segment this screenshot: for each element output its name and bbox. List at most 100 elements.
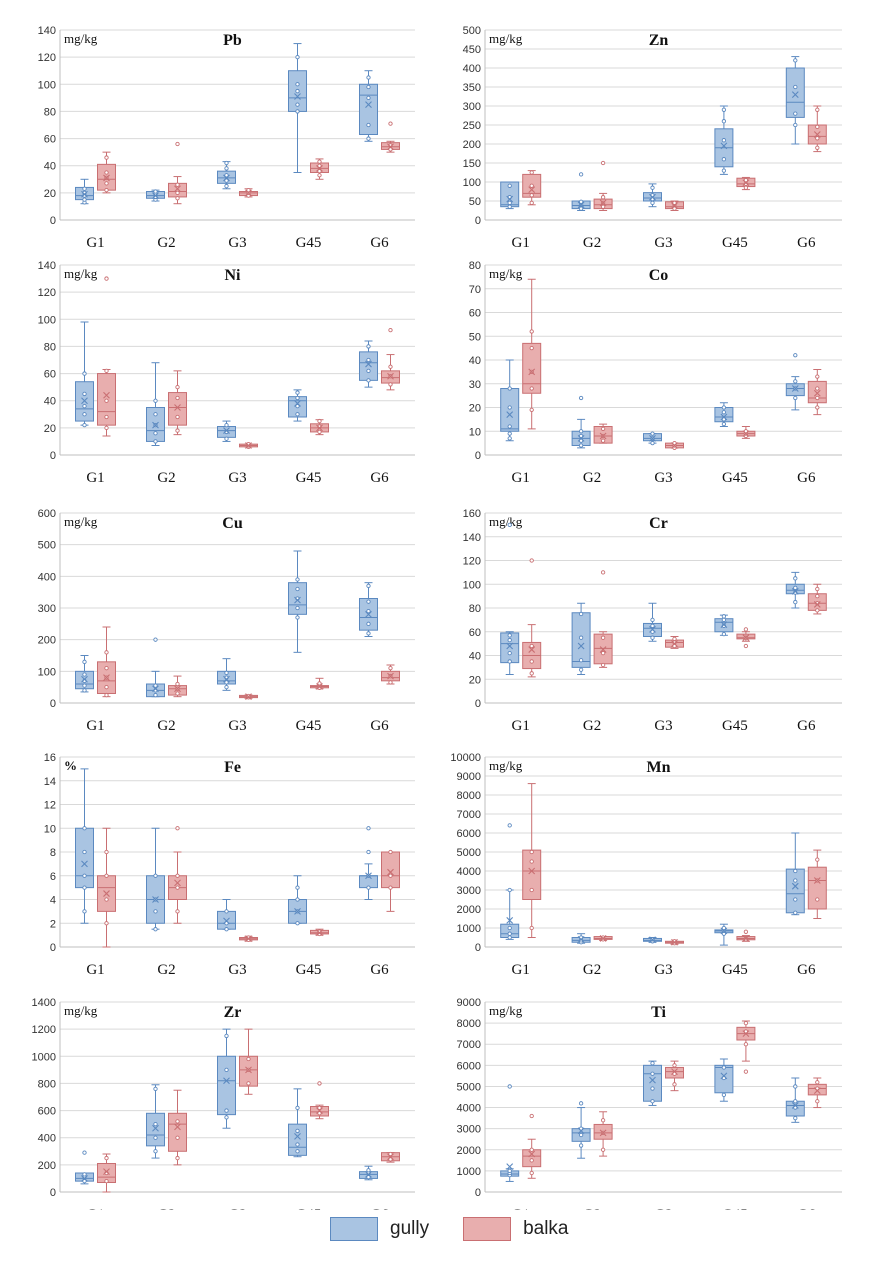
gully-box bbox=[714, 105, 734, 175]
data-point bbox=[366, 885, 371, 890]
data-point bbox=[507, 650, 512, 656]
y-tick-label: 0 bbox=[475, 215, 481, 227]
y-tick-label: 500 bbox=[463, 25, 481, 37]
data-point bbox=[82, 826, 87, 831]
mean-marker bbox=[365, 360, 372, 368]
data-point bbox=[104, 425, 109, 431]
data-point bbox=[529, 329, 534, 334]
mean-marker bbox=[577, 1127, 585, 1135]
data-point bbox=[743, 1042, 749, 1047]
data-point bbox=[672, 636, 677, 642]
data-point bbox=[815, 405, 820, 410]
data-point bbox=[104, 921, 109, 926]
data-point bbox=[317, 1111, 322, 1116]
y-tick-label: 80 bbox=[44, 106, 56, 118]
mean-stroke bbox=[245, 935, 252, 943]
balka-box bbox=[97, 827, 116, 948]
x-tick-label: G45 bbox=[296, 1207, 322, 1210]
data-point bbox=[721, 617, 727, 623]
mean-stroke bbox=[174, 1123, 181, 1131]
data-point bbox=[507, 405, 512, 410]
data-point bbox=[743, 177, 749, 183]
data-point bbox=[295, 102, 300, 107]
x-tick-label: G3 bbox=[654, 962, 672, 978]
data-point bbox=[175, 681, 180, 687]
mean-marker bbox=[506, 917, 514, 924]
gully-box bbox=[500, 181, 520, 210]
balka-box bbox=[97, 626, 116, 698]
data-point bbox=[175, 190, 180, 196]
chart-title: Ti bbox=[651, 1004, 666, 1021]
mean-marker bbox=[81, 675, 88, 683]
data-point bbox=[743, 185, 749, 190]
iqr-box bbox=[359, 351, 378, 381]
mean-marker bbox=[245, 935, 252, 943]
data-point bbox=[82, 197, 87, 202]
y-tick-label: 14 bbox=[44, 776, 56, 788]
mean-marker bbox=[387, 868, 394, 876]
data-point bbox=[529, 183, 534, 188]
y-tick-label: 0 bbox=[475, 942, 481, 954]
data-point bbox=[246, 1081, 251, 1086]
data-point bbox=[224, 927, 229, 932]
mean-marker bbox=[791, 91, 799, 98]
balka-box bbox=[381, 121, 400, 153]
balka-box bbox=[665, 440, 684, 451]
balka-box bbox=[168, 141, 187, 205]
mean-stroke bbox=[103, 391, 110, 399]
y-tick-label: 200 bbox=[463, 139, 481, 151]
data-point bbox=[153, 692, 158, 698]
data-point bbox=[295, 577, 300, 582]
data-point bbox=[743, 1069, 749, 1074]
mean-stroke bbox=[671, 640, 678, 648]
y-tick-label: 500 bbox=[38, 540, 56, 552]
mean-stroke bbox=[223, 675, 230, 683]
mean-stroke bbox=[316, 929, 323, 937]
balka-box bbox=[239, 935, 258, 943]
balka-box bbox=[310, 158, 329, 180]
data-point bbox=[104, 414, 109, 420]
data-point bbox=[815, 1099, 820, 1104]
x-tick-label: G6 bbox=[370, 235, 389, 251]
mean-stroke bbox=[671, 938, 678, 946]
data-point bbox=[721, 421, 727, 427]
iqr-box bbox=[807, 380, 827, 404]
y-tick-label: 400 bbox=[38, 1133, 56, 1145]
gully-box bbox=[75, 655, 94, 693]
balka-box bbox=[522, 783, 542, 938]
iqr-box bbox=[807, 866, 827, 910]
mean-stroke bbox=[245, 693, 252, 701]
gully-box bbox=[217, 420, 236, 442]
gully-box bbox=[359, 340, 378, 388]
mean-marker bbox=[506, 1163, 514, 1171]
gully-box bbox=[146, 827, 165, 932]
y-tick-label: 20 bbox=[44, 188, 56, 200]
balka-box bbox=[239, 441, 258, 450]
data-point bbox=[175, 873, 180, 878]
mean-stroke bbox=[174, 879, 181, 887]
data-point bbox=[295, 1142, 300, 1147]
gully-box bbox=[714, 402, 734, 427]
data-point bbox=[366, 826, 371, 831]
chart-cu: 0 100 200 300 400 500 600 mg/kg Cu G1 G2 G3 G45 G6 bbox=[38, 508, 415, 734]
data-point bbox=[317, 1105, 322, 1111]
data-point bbox=[815, 608, 820, 613]
mean-stroke bbox=[577, 201, 585, 209]
x-tick-label: G1 bbox=[86, 1207, 104, 1210]
data-point bbox=[82, 1150, 87, 1155]
y-tick-label: 0 bbox=[50, 942, 56, 954]
y-tick-label: 10000 bbox=[450, 752, 481, 764]
data-point bbox=[295, 885, 300, 890]
mean-marker bbox=[742, 1030, 750, 1038]
unit-label: mg/kg bbox=[64, 514, 98, 529]
data-point bbox=[650, 1071, 655, 1076]
data-point bbox=[366, 368, 371, 374]
x-tick-label: G6 bbox=[370, 470, 389, 486]
mean-marker bbox=[174, 404, 181, 411]
data-point bbox=[578, 1143, 584, 1148]
data-point bbox=[815, 145, 820, 150]
data-point bbox=[815, 1080, 820, 1085]
x-tick-label: G6 bbox=[797, 1207, 816, 1210]
balka-box bbox=[807, 1077, 827, 1109]
mean-marker bbox=[791, 385, 799, 392]
